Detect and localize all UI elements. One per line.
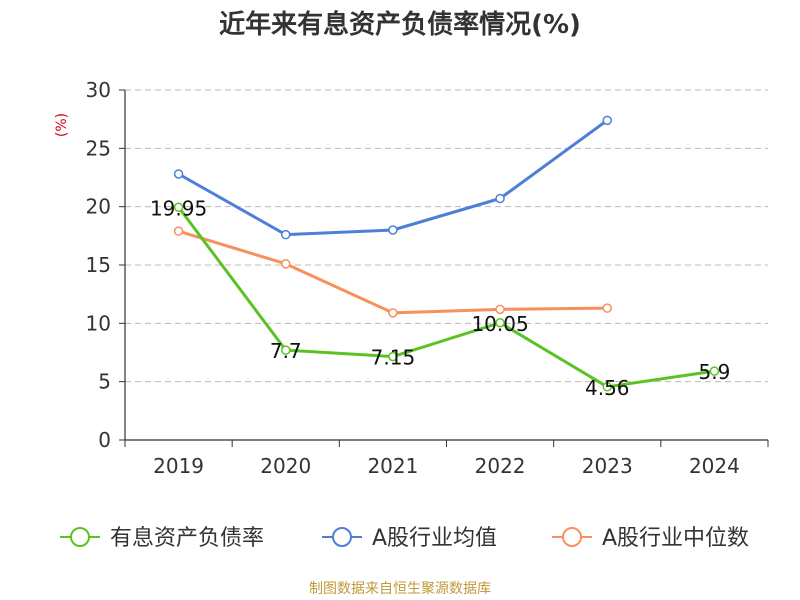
y-tick-label: 20 bbox=[86, 195, 111, 219]
data-point[interactable] bbox=[281, 345, 291, 355]
legend-marker[interactable] bbox=[332, 527, 352, 547]
series-line-1 bbox=[177, 119, 609, 237]
y-tick-label: 10 bbox=[86, 311, 111, 335]
data-label: 7.7 bbox=[270, 339, 302, 363]
y-tick-label: 0 bbox=[98, 428, 111, 452]
data-point[interactable] bbox=[281, 229, 291, 240]
legend-marker[interactable] bbox=[70, 527, 90, 547]
data-point[interactable] bbox=[388, 308, 398, 318]
data-label: 10.05 bbox=[471, 312, 528, 336]
data-point[interactable] bbox=[495, 304, 505, 315]
data-point[interactable] bbox=[173, 202, 184, 212]
series-layer bbox=[173, 115, 720, 392]
data-point[interactable] bbox=[602, 303, 612, 313]
x-tick-label-2021: 2021 bbox=[367, 454, 418, 478]
data-label: 5.9 bbox=[699, 360, 731, 384]
data-point[interactable] bbox=[495, 318, 505, 328]
data-point[interactable] bbox=[388, 351, 398, 362]
axes: 0 5 10 15 20 25 30 2019 2020 2021 2022 2023 2024 bbox=[86, 78, 769, 478]
data-point[interactable] bbox=[602, 115, 612, 126]
y-tick-label: 15 bbox=[86, 253, 111, 277]
data-point[interactable] bbox=[173, 226, 184, 236]
data-labels: 19.95 7.7 7.15 10.05 4.56 5.9 bbox=[150, 196, 730, 400]
data-point[interactable] bbox=[281, 259, 291, 269]
legend-label[interactable]: 有息资产负债率 bbox=[110, 526, 264, 551]
y-axis-label: (%) bbox=[54, 113, 70, 137]
series-line-0 bbox=[177, 206, 715, 389]
y-tick-label: 25 bbox=[86, 136, 111, 160]
y-tick-label: 30 bbox=[86, 78, 111, 102]
legend: 有息资产负债率 A股行业均值 A股行业中位数 bbox=[60, 526, 749, 551]
data-point[interactable] bbox=[495, 193, 505, 204]
legend-label[interactable]: A股行业均值 bbox=[372, 526, 497, 551]
series-line-2 bbox=[178, 229, 608, 315]
y-tick-label: 5 bbox=[98, 370, 111, 394]
legend-label[interactable]: A股行业中位数 bbox=[602, 526, 749, 551]
grid-lines bbox=[125, 89, 768, 383]
data-point[interactable] bbox=[173, 169, 184, 179]
x-tick-label-2023: 2023 bbox=[582, 454, 633, 478]
data-label: 19.95 bbox=[150, 196, 207, 220]
legend-marker[interactable] bbox=[562, 527, 582, 547]
x-tick-label-2019: 2019 bbox=[153, 454, 204, 478]
data-point[interactable] bbox=[602, 382, 612, 392]
x-tick-label-2024: 2024 bbox=[689, 454, 740, 478]
data-label: 4.56 bbox=[585, 376, 630, 400]
data-point[interactable] bbox=[388, 225, 398, 235]
data-point[interactable] bbox=[709, 366, 720, 376]
source-note: 制图数据来自恒生聚源数据库 bbox=[309, 581, 491, 597]
x-tick-label-2022: 2022 bbox=[475, 454, 526, 478]
x-tick-label-2020: 2020 bbox=[260, 454, 311, 478]
data-label: 7.15 bbox=[371, 346, 416, 370]
chart-title: 近年来有息资产负债率情况(%) bbox=[219, 9, 581, 40]
